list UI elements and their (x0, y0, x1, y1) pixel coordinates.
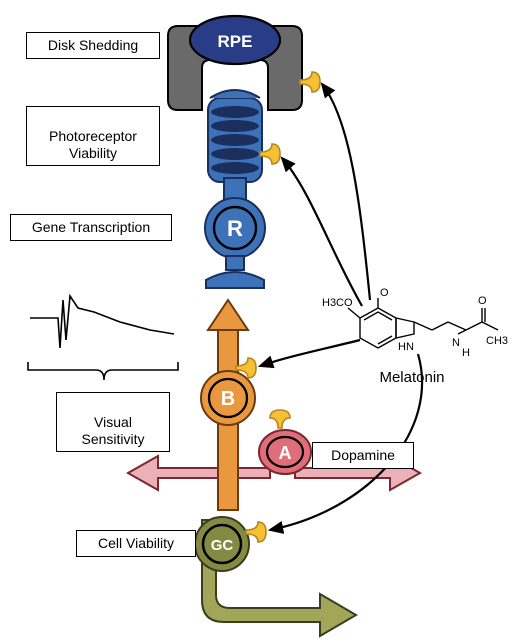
svg-text:CH3: CH3 (486, 335, 508, 347)
label-disk-shedding: Disk Shedding (26, 32, 160, 59)
label-text: Visual Sensitivity (81, 414, 144, 447)
svg-text:HN: HN (398, 341, 414, 353)
bipolar-label: B (221, 388, 235, 410)
svg-text:O: O (380, 287, 389, 299)
label-text: Dopamine (331, 447, 395, 463)
erg-trace (28, 296, 178, 380)
amacrine-label: A (279, 443, 292, 463)
label-visual-sensitivity: Visual Sensitivity (56, 392, 170, 452)
ganglion-label: GC (211, 537, 234, 554)
svg-text:H: H (462, 347, 470, 359)
svg-text:N: N (452, 337, 460, 349)
label-text: Cell Viability (98, 535, 174, 551)
label-text: Photoreceptor Viability (49, 128, 137, 161)
svg-text:O: O (478, 295, 487, 307)
label-text: Disk Shedding (48, 37, 138, 53)
label-dopamine: Dopamine (312, 442, 414, 469)
ganglion-cell: GC (195, 517, 356, 636)
rod-photoreceptor: R (205, 90, 265, 288)
svg-text:H3CO: H3CO (322, 297, 353, 309)
melatonin-label: Melatonin (379, 369, 444, 386)
rpe-label: RPE (218, 32, 253, 51)
label-photoreceptor-viability: Photoreceptor Viability (26, 106, 160, 166)
melatonin-structure: HN H3CO O N H O CH3 (322, 287, 508, 359)
label-text: Gene Transcription (32, 219, 150, 235)
rod-label: R (227, 216, 243, 241)
label-gene-transcription: Gene Transcription (10, 214, 172, 241)
label-cell-viability: Cell Viability (76, 530, 196, 557)
